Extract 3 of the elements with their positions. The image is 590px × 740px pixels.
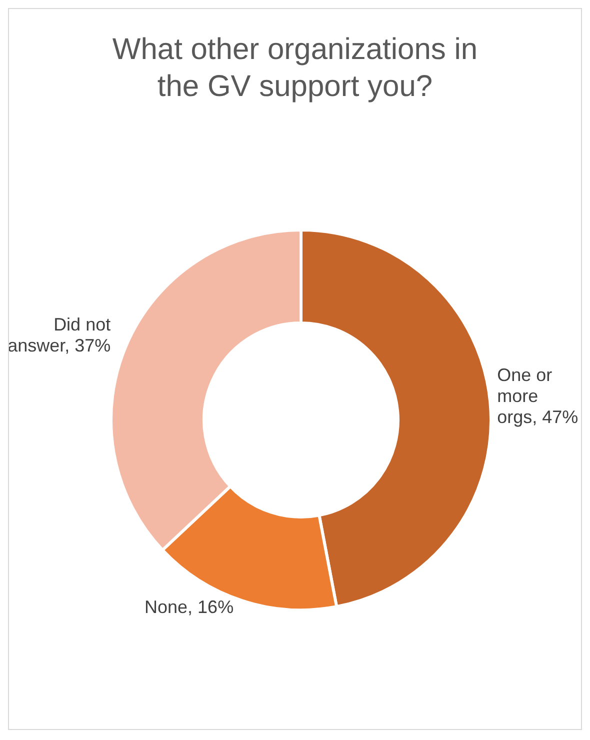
chart-title: What other organizations in the GV support you? bbox=[111, 32, 479, 105]
slice-label: None, 16% bbox=[144, 597, 234, 618]
slice-label: One or more orgs, 47% bbox=[497, 364, 578, 427]
